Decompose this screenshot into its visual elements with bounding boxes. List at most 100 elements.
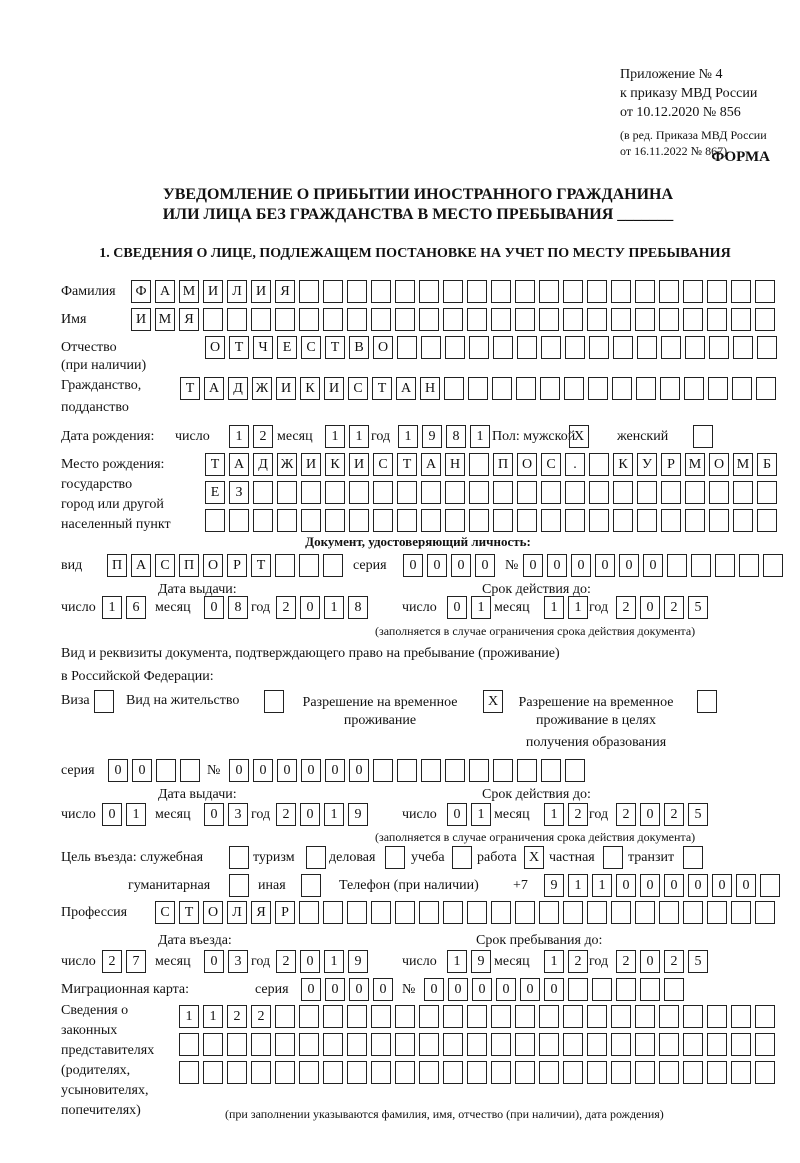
patronymic-field-cell[interactable]: [613, 336, 633, 359]
representatives-field-cell[interactable]: [635, 1061, 655, 1084]
representatives-field-cell[interactable]: [563, 1061, 583, 1084]
representatives-field-cell[interactable]: [395, 1005, 415, 1028]
profession-field-cell[interactable]: [683, 901, 703, 924]
citizenship-field-cell[interactable]: [444, 377, 464, 400]
surname-field-cell[interactable]: [539, 280, 559, 303]
migration-number-field-cell[interactable]: [568, 978, 588, 1001]
representatives-field-cell[interactable]: [275, 1005, 295, 1028]
patronymic-field-cell[interactable]: [709, 336, 729, 359]
right-number-field-cell[interactable]: 0: [301, 759, 321, 782]
right-number-field-cell[interactable]: 0: [349, 759, 369, 782]
doc-kind-field-cell[interactable]: П: [107, 554, 127, 577]
patronymic-field-cell[interactable]: [469, 336, 489, 359]
right-number-field-cell[interactable]: 0: [229, 759, 249, 782]
birth-place-field-cell[interactable]: [349, 481, 369, 504]
migration-number-field-cell[interactable]: 0: [544, 978, 564, 1001]
name-field-cell[interactable]: [755, 308, 775, 331]
doc-series-field-cell[interactable]: 0: [403, 554, 423, 577]
birth-place-field-cell[interactable]: [757, 509, 777, 532]
right-valid-year-cell[interactable]: 0: [640, 803, 660, 826]
migration-number-field-cell[interactable]: 0: [472, 978, 492, 1001]
birth-place-field-cell[interactable]: [493, 509, 513, 532]
profession-field-cell[interactable]: С: [155, 901, 175, 924]
representatives-field-cell[interactable]: [491, 1033, 511, 1056]
profession-field-cell[interactable]: [731, 901, 751, 924]
right-issue-day-cell[interactable]: 1: [126, 803, 146, 826]
representatives-field-cell[interactable]: 2: [251, 1005, 271, 1028]
representatives-field-cell[interactable]: [251, 1061, 271, 1084]
birth-place-field-cell[interactable]: [445, 481, 465, 504]
name-field-cell[interactable]: М: [155, 308, 175, 331]
birth-place-field-cell[interactable]: [397, 509, 417, 532]
migration-series-field-cell[interactable]: 0: [325, 978, 345, 1001]
representatives-field-cell[interactable]: [179, 1061, 199, 1084]
surname-field-cell[interactable]: И: [251, 280, 271, 303]
doc-issue-month-cell[interactable]: 0: [204, 596, 224, 619]
purpose-private-checkbox[interactable]: [603, 846, 623, 869]
representatives-field-cell[interactable]: [323, 1005, 343, 1028]
birth-place-field-cell[interactable]: [325, 509, 345, 532]
right-valid-year-cell[interactable]: 5: [688, 803, 708, 826]
surname-field-cell[interactable]: [755, 280, 775, 303]
representatives-field-cell[interactable]: [347, 1033, 367, 1056]
migration-series-field-cell[interactable]: 0: [373, 978, 393, 1001]
migration-series-field-cell[interactable]: 0: [301, 978, 321, 1001]
surname-field-cell[interactable]: [587, 280, 607, 303]
birth-place-field-cell[interactable]: Д: [253, 453, 273, 476]
right-issue-year-cell[interactable]: 2: [276, 803, 296, 826]
name-field-cell[interactable]: И: [131, 308, 151, 331]
surname-field-cell[interactable]: [563, 280, 583, 303]
residence-checkbox[interactable]: [264, 690, 284, 713]
surname-field-cell[interactable]: [611, 280, 631, 303]
surname-field-cell[interactable]: [395, 280, 415, 303]
doc-valid-month-cell[interactable]: 1: [544, 596, 564, 619]
birth-place-field-cell[interactable]: [637, 509, 657, 532]
birth-place-field-cell[interactable]: [421, 509, 441, 532]
stay-month-cell[interactable]: 1: [544, 950, 564, 973]
name-field-cell[interactable]: [395, 308, 415, 331]
phone-field-cell[interactable]: 0: [736, 874, 756, 897]
name-field-cell[interactable]: Я: [179, 308, 199, 331]
representatives-field-cell[interactable]: [515, 1033, 535, 1056]
doc-kind-field-cell[interactable]: [299, 554, 319, 577]
birth-year-field-cell[interactable]: 1: [398, 425, 418, 448]
representatives-field-cell[interactable]: [299, 1061, 319, 1084]
birth-place-field-cell[interactable]: О: [517, 453, 537, 476]
representatives-field-cell[interactable]: 1: [203, 1005, 223, 1028]
name-field-cell[interactable]: [251, 308, 271, 331]
name-field-cell[interactable]: [731, 308, 751, 331]
birth-place-field-cell[interactable]: .: [565, 453, 585, 476]
birth-place-field-cell[interactable]: [709, 481, 729, 504]
citizenship-field-cell[interactable]: С: [348, 377, 368, 400]
representatives-field-cell[interactable]: [443, 1061, 463, 1084]
name-field-cell[interactable]: [203, 308, 223, 331]
citizenship-field-cell[interactable]: И: [324, 377, 344, 400]
representatives-field-cell[interactable]: [611, 1061, 631, 1084]
citizenship-field-cell[interactable]: [636, 377, 656, 400]
surname-field-cell[interactable]: [659, 280, 679, 303]
representatives-field-cell[interactable]: [683, 1061, 703, 1084]
profession-field-cell[interactable]: [539, 901, 559, 924]
doc-issue-year-cell[interactable]: 2: [276, 596, 296, 619]
citizenship-field-cell[interactable]: [492, 377, 512, 400]
patronymic-field-cell[interactable]: [733, 336, 753, 359]
doc-valid-month-cell[interactable]: 1: [568, 596, 588, 619]
representatives-field-cell[interactable]: [251, 1033, 271, 1056]
entry-day-cell[interactable]: 2: [102, 950, 122, 973]
representatives-field-cell[interactable]: [659, 1061, 679, 1084]
doc-kind-field-cell[interactable]: А: [131, 554, 151, 577]
stay-day-cell[interactable]: 9: [471, 950, 491, 973]
birth-month-field-cell[interactable]: 1: [349, 425, 369, 448]
citizenship-field-cell[interactable]: А: [396, 377, 416, 400]
birth-place-field-cell[interactable]: С: [373, 453, 393, 476]
birth-place-field-cell[interactable]: [541, 509, 561, 532]
doc-valid-year-cell[interactable]: 2: [616, 596, 636, 619]
stay-year-cell[interactable]: 2: [616, 950, 636, 973]
right-series-field-cell[interactable]: 0: [132, 759, 152, 782]
profession-field-cell[interactable]: [635, 901, 655, 924]
birth-place-field-cell[interactable]: [253, 509, 273, 532]
birth-day-field-cell[interactable]: 1: [229, 425, 249, 448]
representatives-field-cell[interactable]: [299, 1005, 319, 1028]
representatives-field-cell[interactable]: [275, 1061, 295, 1084]
doc-issue-day-cell[interactable]: 1: [102, 596, 122, 619]
